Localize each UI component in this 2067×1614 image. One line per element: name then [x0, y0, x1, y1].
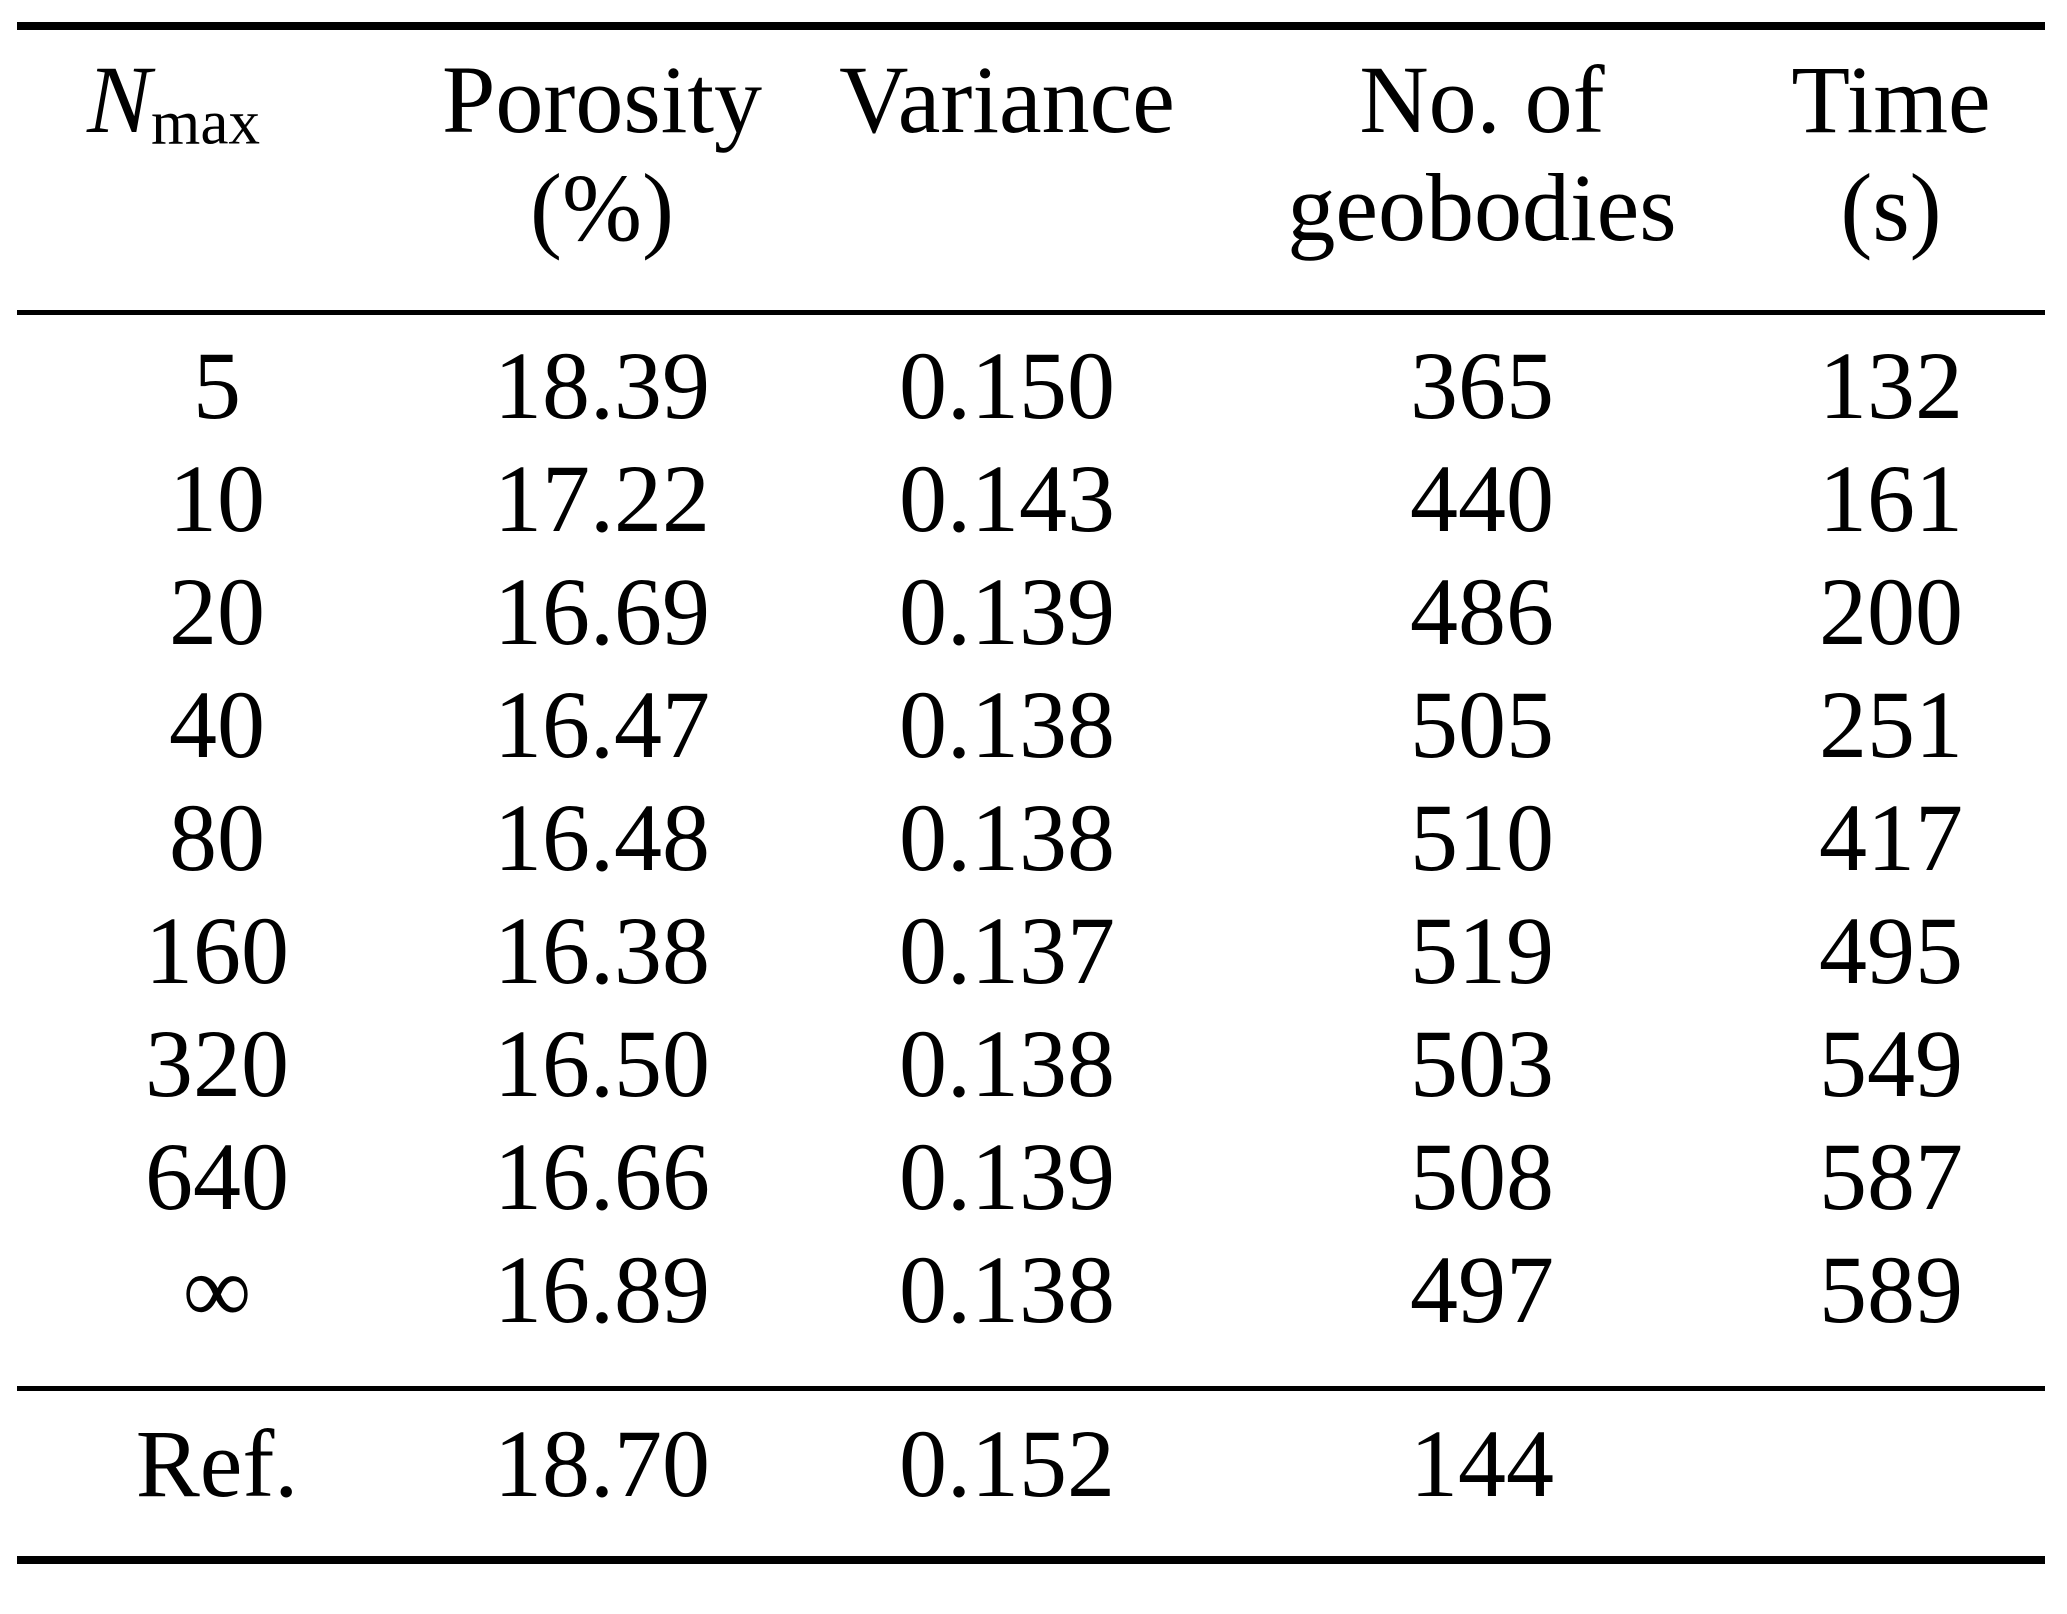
- footer-cell-porosity: 18.70: [494, 1410, 710, 1517]
- header-time-line1: Time: [1791, 46, 1991, 153]
- table-cell: 587: [1819, 1123, 1963, 1230]
- header-porosity-line2: (%): [530, 154, 674, 261]
- table-cell: 497: [1410, 1236, 1554, 1343]
- table-cell: 503: [1410, 1010, 1554, 1117]
- table-row: 640 16.66 0.139 508 587: [17, 1120, 2045, 1233]
- table-cell: 16.48: [494, 784, 710, 891]
- table-cell: 16.89: [494, 1236, 710, 1343]
- footer-cell-time: [1737, 1389, 2045, 1560]
- header-porosity-line1: Porosity: [441, 46, 763, 153]
- table-row: 20 16.69 0.139 486 200: [17, 555, 2045, 668]
- header-nmax: Nmax: [17, 26, 417, 313]
- header-geobodies-line1: No. of: [1359, 46, 1605, 153]
- table-cell: 519: [1410, 897, 1554, 1004]
- table-row: 320 16.50 0.138 503 549: [17, 1007, 2045, 1120]
- table-row: ∞ 16.89 0.138 497 589: [17, 1233, 2045, 1389]
- table-row: 160 16.38 0.137 519 495: [17, 894, 2045, 1007]
- table-cell: 0.139: [899, 1123, 1115, 1230]
- footer-cell-geobodies: 144: [1410, 1410, 1554, 1517]
- table-cell: 20: [169, 558, 265, 665]
- table-row: 80 16.48 0.138 510 417: [17, 781, 2045, 894]
- table-cell: 0.138: [899, 1236, 1115, 1343]
- header-time: Time (s): [1737, 26, 2045, 313]
- header-geobodies: No. of geobodies: [1227, 26, 1737, 313]
- nmax-subscript: max: [151, 87, 261, 158]
- header-time-line2: (s): [1840, 154, 1942, 261]
- table-cell: 0.143: [899, 445, 1115, 552]
- table-cell: 640: [145, 1123, 289, 1230]
- table-cell: 440: [1410, 445, 1554, 552]
- table-cell: 16.69: [494, 558, 710, 665]
- table-cell: 0.139: [899, 558, 1115, 665]
- table-cell: 132: [1819, 332, 1963, 439]
- table-cell: 200: [1819, 558, 1963, 665]
- footer-cell-label: Ref.: [135, 1410, 299, 1517]
- table-cell: 251: [1819, 671, 1963, 778]
- table-cell: 80: [169, 784, 265, 891]
- footer-cell-variance: 0.152: [899, 1410, 1115, 1517]
- table-cell: 365: [1410, 332, 1554, 439]
- table-cell: 320: [145, 1010, 289, 1117]
- table-cell: 0.138: [899, 784, 1115, 891]
- table-row: 5 18.39 0.150 365 132: [17, 313, 2045, 443]
- table-cell: 505: [1410, 671, 1554, 778]
- table-cell: 18.39: [494, 332, 710, 439]
- table-cell: 16.50: [494, 1010, 710, 1117]
- table-cell: 10: [169, 445, 265, 552]
- table-cell: 16.38: [494, 897, 710, 1004]
- table-cell: 0.138: [899, 671, 1115, 778]
- header-geobodies-line2: geobodies: [1287, 154, 1677, 261]
- table-cell: 161: [1819, 445, 1963, 552]
- table-cell: ∞: [182, 1236, 252, 1343]
- table-cell: 0.138: [899, 1010, 1115, 1117]
- header-row: Nmax Porosity (%) Variance No. of geobod…: [17, 26, 2045, 313]
- table-cell: 160: [145, 897, 289, 1004]
- table-body: 5 18.39 0.150 365 132 10 17.22 0.143 440 161 20 16.…: [17, 313, 2045, 1389]
- header-variance-label: Variance: [839, 46, 1175, 153]
- table-cell: 417: [1819, 784, 1963, 891]
- footer-row: Ref. 18.70 0.152 144: [17, 1389, 2045, 1560]
- table-row: 10 17.22 0.143 440 161: [17, 442, 2045, 555]
- table-cell: 0.137: [899, 897, 1115, 1004]
- results-table: Nmax Porosity (%) Variance No. of geobod…: [17, 22, 2045, 1564]
- table-header: Nmax Porosity (%) Variance No. of geobod…: [17, 26, 2045, 313]
- table-cell: 510: [1410, 784, 1554, 891]
- table-cell: 17.22: [494, 445, 710, 552]
- header-variance: Variance: [787, 26, 1227, 313]
- table-cell: 486: [1410, 558, 1554, 665]
- table-cell: 16.66: [494, 1123, 710, 1230]
- table-cell: 549: [1819, 1010, 1963, 1117]
- table-cell: 589: [1819, 1236, 1963, 1343]
- table-row: 40 16.47 0.138 505 251: [17, 668, 2045, 781]
- table-cell: 5: [193, 332, 241, 439]
- table-cell: 40: [169, 671, 265, 778]
- header-porosity: Porosity (%): [417, 26, 787, 313]
- table-cell: 16.47: [494, 671, 710, 778]
- table-cell: 508: [1410, 1123, 1554, 1230]
- table-cell: 0.150: [899, 332, 1115, 439]
- table-cell: 495: [1819, 897, 1963, 1004]
- nmax-symbol: N: [87, 46, 152, 153]
- table-footer: Ref. 18.70 0.152 144: [17, 1389, 2045, 1560]
